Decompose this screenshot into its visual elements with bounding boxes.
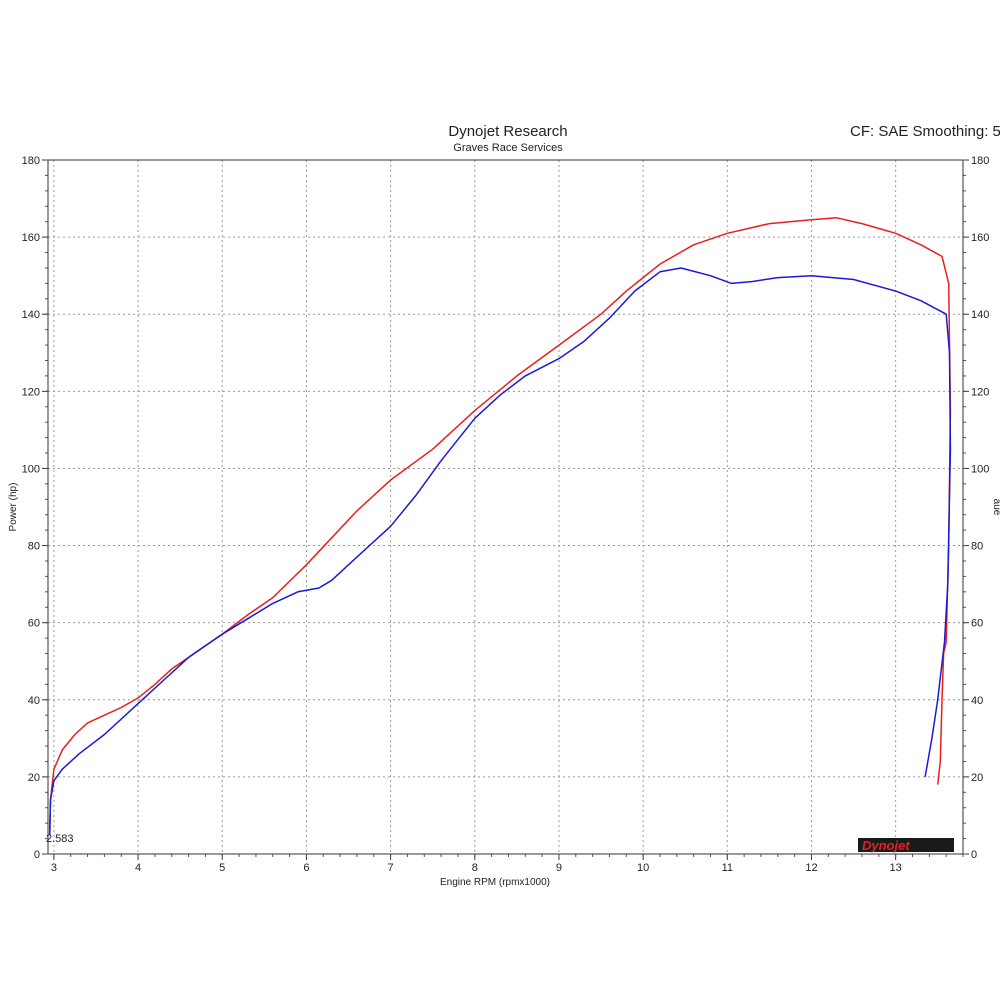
y-axis-label-right: aue: [991, 499, 1000, 516]
x-tick-label: 4: [135, 862, 141, 874]
y-tick-label-left: 140: [22, 309, 40, 321]
y-tick-label-right: 80: [971, 541, 983, 553]
y-tick-label-left: 20: [28, 772, 40, 784]
y-tick-label-left: 40: [28, 695, 40, 707]
x-tick-label: 11: [722, 862, 733, 874]
x-axis-label: Engine RPM (rpmx1000): [440, 877, 550, 888]
y-axis-label: Power (hp): [8, 483, 19, 532]
y-tick-label-left: 160: [22, 232, 40, 244]
x-tick-label: 13: [890, 862, 902, 874]
dynojet-logo: Dynojet: [858, 838, 954, 853]
y-tick-label-right: 60: [971, 618, 983, 630]
x-tick-label: 7: [388, 862, 394, 874]
x-tick-label: 12: [805, 862, 817, 874]
dynojet-logo-text: Dynojet: [862, 838, 910, 853]
y-tick-label-right: 180: [971, 155, 989, 167]
grid: [48, 160, 963, 854]
y-tick-label-right: 20: [971, 772, 983, 784]
chart-title: Dynojet Research: [448, 123, 567, 140]
chart-subtitle: Graves Race Services: [453, 142, 563, 154]
y-tick-label-right: 120: [971, 386, 989, 398]
y-tick-label-right: 160: [971, 232, 989, 244]
y-tick-label-right: 100: [971, 463, 989, 475]
y-tick-label-left: 100: [22, 463, 40, 475]
plot-frame: [47, 159, 964, 855]
y-tick-label-left: 0: [34, 849, 40, 861]
y-tick-label-right: 140: [971, 309, 989, 321]
x-tick-label: 8: [472, 862, 478, 874]
x-tick-label: 6: [303, 862, 309, 874]
y-tick-label-left: 120: [22, 386, 40, 398]
series-group: [48, 217, 952, 835]
y-tick-label-left: 60: [28, 618, 40, 630]
y-tick-label-left: 80: [28, 541, 40, 553]
power-curve-blue: [48, 267, 952, 835]
power-curve-red: [48, 217, 952, 835]
y-tick-label-right: 0: [971, 849, 977, 861]
correction-factor-label: CF: SAE Smoothing: 5: [850, 123, 1000, 140]
y-tick-label-left: 180: [22, 155, 40, 167]
y-tick-label-right: 40: [971, 695, 983, 707]
x-tick-label: 9: [556, 862, 562, 874]
cursor-readout: 2.583: [46, 833, 74, 845]
axis-ticks: 3 4 5 6 7 8 9 10 11 12 13 0 0 20 20 40 40 60 60 80 80 100 100 1…: [22, 155, 990, 874]
x-tick-label: 10: [637, 862, 649, 874]
x-tick-label: 3: [51, 862, 57, 874]
x-tick-label: 5: [219, 862, 225, 874]
